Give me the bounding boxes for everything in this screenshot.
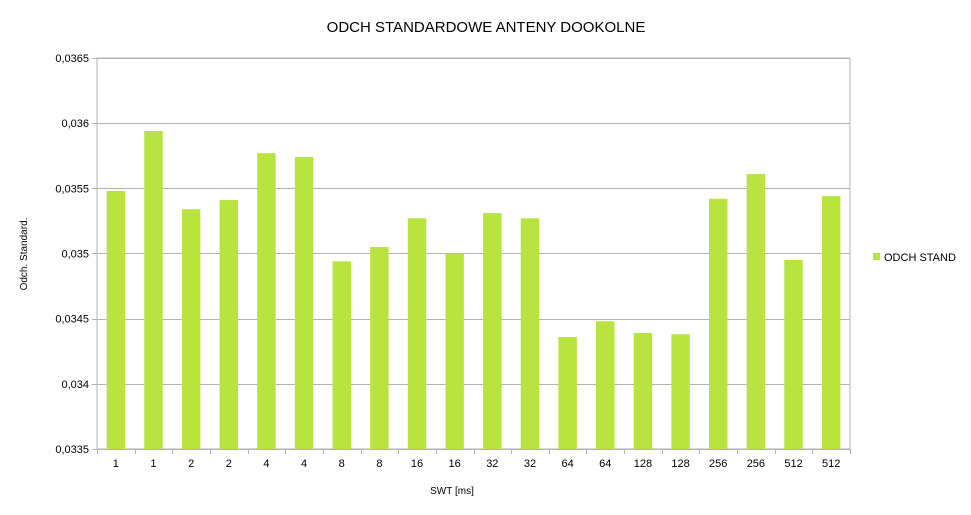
- x-tick-label: 32: [486, 458, 498, 470]
- legend-swatch: [873, 253, 880, 260]
- x-tick-label: 256: [747, 458, 765, 470]
- bar: [784, 260, 803, 449]
- bar: [709, 198, 728, 449]
- x-axis-label: SWT [ms]: [430, 486, 474, 497]
- bar: [370, 246, 389, 449]
- bar: [106, 190, 126, 449]
- bar: [746, 173, 766, 449]
- bar: [633, 333, 653, 449]
- x-tick-label: 1: [150, 458, 156, 470]
- x-tick-label: 256: [709, 458, 727, 470]
- y-tick-label: 0,034: [61, 379, 89, 391]
- x-tick-label: 4: [301, 458, 307, 470]
- y-tick-label: 0,036: [61, 118, 89, 130]
- y-tick-label: 0,035: [61, 249, 89, 261]
- bar: [219, 200, 238, 449]
- x-tick-label: 8: [376, 458, 382, 470]
- legend: ODCH STAND: [873, 252, 956, 264]
- x-tick-label: 128: [634, 458, 652, 470]
- bar: [144, 130, 163, 449]
- chart-title: ODCH STANDARDOWE ANTENY DOOKOLNE: [327, 19, 646, 36]
- x-tick-label: 1: [113, 458, 119, 470]
- y-tick-label: 0,0345: [55, 314, 89, 326]
- x-tick-label: 128: [671, 458, 689, 470]
- legend-label: ODCH STAND: [884, 252, 956, 264]
- gridlines: [92, 58, 850, 450]
- bar: [596, 321, 615, 449]
- bar: [821, 196, 841, 449]
- x-tick-label: 512: [822, 458, 840, 470]
- x-tick-label: 2: [226, 458, 232, 470]
- bar: [181, 209, 201, 449]
- x-tick-label: 2: [188, 458, 194, 470]
- bar: [520, 218, 540, 449]
- bar: [294, 157, 314, 449]
- x-tick-label: 32: [524, 458, 536, 470]
- bar: [558, 336, 577, 449]
- y-tick-label: 0,0365: [55, 53, 89, 65]
- bar: [332, 261, 351, 449]
- y-tick-label: 0,0335: [55, 444, 89, 456]
- x-axis-tick-labels: 1 1 2 2 4 4 8 8 16 16 32 32 64 64 128 128 256 256 512 512: [97, 449, 851, 470]
- x-tick-label: 8: [339, 458, 345, 470]
- y-axis-label: Odch. Standard.: [19, 218, 30, 291]
- x-tick-label: 16: [449, 458, 461, 470]
- bar: [445, 253, 464, 449]
- bar: [671, 334, 690, 449]
- bars: [106, 130, 841, 450]
- bar: [407, 218, 427, 449]
- x-tick-label: 64: [599, 458, 611, 470]
- plot-area-frame: [96, 57, 851, 450]
- bar: [483, 213, 502, 449]
- y-axis-tick-labels: 0,0335 0,034 0,0345 0,035 0,0355 0,036 0,0365: [55, 53, 89, 456]
- x-tick-label: 4: [263, 458, 269, 470]
- x-tick-label: 64: [562, 458, 574, 470]
- x-tick-label: 512: [784, 458, 802, 470]
- x-tick-label: 16: [411, 458, 423, 470]
- bar: [257, 153, 276, 450]
- y-tick-label: 0,0355: [55, 183, 89, 195]
